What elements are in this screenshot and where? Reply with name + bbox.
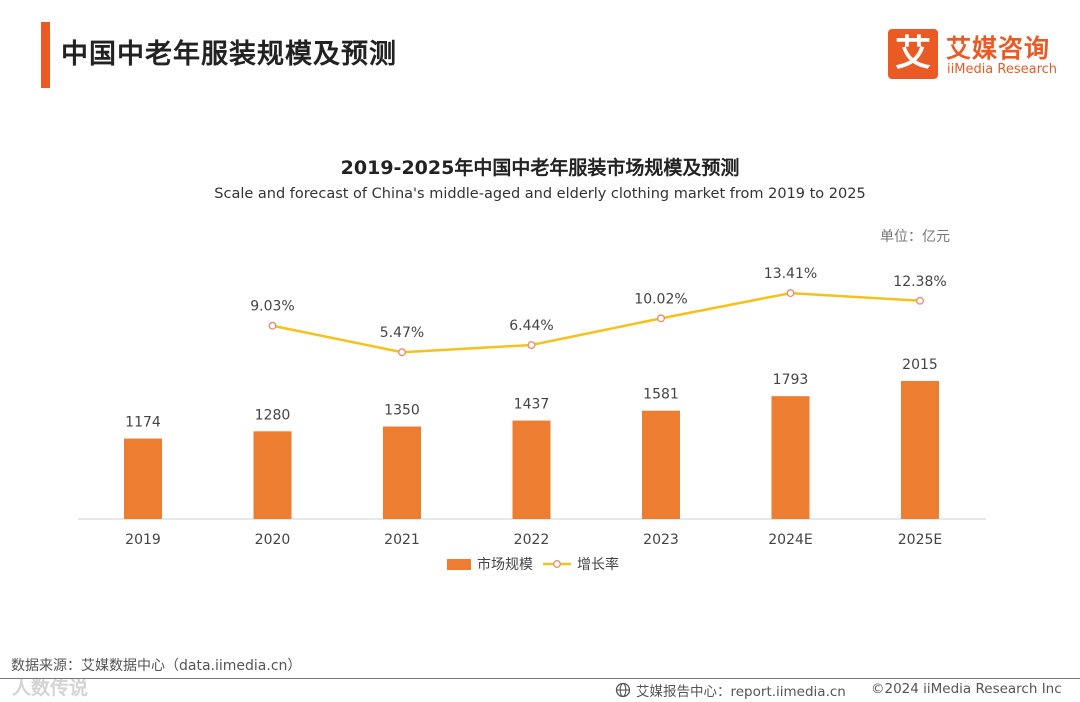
legend-line-label: 增长率 <box>577 556 619 573</box>
data-source: 数据来源：艾媒数据中心（data.iimedia.cn） <box>11 658 302 674</box>
bar-2022 <box>512 420 551 519</box>
report-center: 艾媒报告中心：report.iimedia.cn <box>615 680 846 700</box>
logo-mark-icon: 艾 <box>888 29 938 79</box>
report-center-text: 艾媒报告中心：report.iimedia.cn <box>636 684 846 700</box>
growth-rate-label: 9.03% <box>250 299 294 315</box>
watermark: 人数传说 <box>12 677 89 699</box>
chart-title: 2019-2025年中国中老年服装市场规模及预测 <box>340 157 740 179</box>
unit-label: 单位：亿元 <box>880 229 950 245</box>
bar-2020 <box>253 431 292 519</box>
page-title: 中国中老年服装规模及预测 <box>61 39 397 70</box>
logo-mark-char: 艾 <box>894 33 931 74</box>
globe-icon <box>615 682 631 698</box>
growth-rate-label: 12.38% <box>893 274 946 290</box>
bar-value-label: 1793 <box>773 372 809 388</box>
growth-rate-label: 6.44% <box>509 318 553 334</box>
x-tick-label: 2021 <box>384 532 420 548</box>
growth-rate-label: 5.47% <box>380 325 424 341</box>
growth-rate-point <box>268 321 277 330</box>
bar-2019 <box>124 438 162 519</box>
bar-2024E <box>771 396 810 519</box>
bar-value-label: 1581 <box>643 387 679 403</box>
x-tick-label: 2020 <box>255 532 291 548</box>
growth-rate-point <box>527 341 536 349</box>
legend-bar-label: 市场规模 <box>477 556 533 573</box>
bar-value-label: 1280 <box>255 407 291 423</box>
legend-line-marker <box>553 560 561 568</box>
title-accent-bar <box>41 22 50 88</box>
growth-rate-point <box>657 314 665 323</box>
bar-value-label: 1437 <box>514 397 550 413</box>
x-tick-label: 2019 <box>125 532 161 548</box>
bar-2023 <box>642 410 680 519</box>
logo-en-text: iiMedia Research <box>947 62 1058 77</box>
bar-2021 <box>383 426 421 519</box>
x-tick-label: 2023 <box>643 532 679 548</box>
iimedia-logo: 艾 艾媒咨询 iiMedia Research <box>888 29 1068 81</box>
bar-value-label: 1350 <box>384 403 420 419</box>
x-tick-label: 2022 <box>514 532 550 548</box>
growth-rate-point <box>916 296 924 305</box>
x-tick-label: 2025E <box>898 532 942 548</box>
x-tick-label: 2024E <box>768 532 812 548</box>
growth-rate-line <box>272 291 921 354</box>
copyright: ©2024 iiMedia Research Inc <box>871 681 1062 697</box>
bar-2025E <box>901 380 939 519</box>
logo-cn-text: 艾媒咨询 <box>946 34 1051 63</box>
bar-value-label: 1174 <box>125 415 161 431</box>
growth-rate-point <box>398 348 406 357</box>
bar-value-label: 2015 <box>902 357 938 373</box>
footer-divider <box>0 678 1080 679</box>
growth-rate-point <box>786 289 795 298</box>
growth-rate-label: 10.02% <box>634 291 687 307</box>
growth-rate-label: 13.41% <box>764 266 817 282</box>
chart-subtitle: Scale and forecast of China's middle-age… <box>214 186 866 202</box>
legend-bar-swatch <box>447 559 471 570</box>
